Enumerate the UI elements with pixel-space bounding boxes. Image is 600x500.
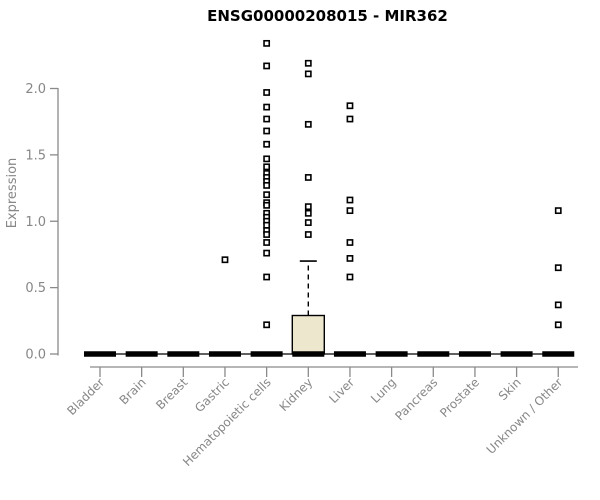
y-tick-label: 1.0	[25, 215, 46, 230]
outlier-point	[263, 89, 271, 96]
outlier-point	[346, 115, 354, 123]
outlier-point	[263, 191, 271, 199]
outlier-point	[263, 103, 271, 111]
outlier-point	[263, 273, 271, 281]
outlier-point	[346, 207, 354, 215]
outlier-point	[304, 219, 312, 226]
outlier-point	[304, 174, 312, 181]
outlier-point	[263, 39, 271, 47]
outlier-point	[304, 209, 312, 217]
outlier-point	[263, 115, 271, 123]
outlier-point	[263, 163, 271, 171]
outlier-point	[263, 140, 271, 148]
y-tick-label: 0.5	[25, 281, 46, 296]
x-category-label: Lung	[368, 375, 399, 406]
box	[291, 314, 325, 355]
outlier-point	[304, 59, 312, 67]
outlier-point	[346, 102, 354, 110]
x-category-label: Pancreas	[392, 375, 440, 423]
outlier-point	[263, 201, 271, 209]
x-category-label: Breast	[153, 375, 190, 412]
x-category-label: Bladder	[64, 375, 107, 418]
outlier-point	[346, 196, 354, 204]
outlier-point	[263, 249, 271, 257]
y-tick-label: 0.0	[25, 348, 46, 363]
outlier-point	[554, 207, 562, 215]
outlier-point	[554, 264, 562, 272]
outlier-point	[304, 231, 312, 238]
chart-title: ENSG00000208015 - MIR362	[207, 7, 448, 25]
x-category-label: Kidney	[277, 375, 316, 414]
outlier-point	[263, 62, 271, 70]
x-category-label: Gastric	[192, 375, 232, 415]
outlier-point	[304, 203, 312, 211]
x-category-label: Brain	[117, 375, 149, 407]
y-tick-label: 1.5	[25, 148, 46, 163]
x-category-label: Prostate	[437, 375, 482, 420]
outlier-point	[263, 155, 271, 163]
x-category-label: Liver	[326, 375, 357, 406]
outlier-point	[263, 231, 271, 238]
x-category-label: Skin	[496, 375, 524, 403]
outlier-point	[263, 239, 271, 246]
outlier-point	[221, 256, 229, 264]
outlier-point	[346, 273, 354, 281]
x-category-label: Unknown / Other	[484, 375, 566, 457]
outlier-point	[346, 255, 354, 262]
outlier-point	[554, 301, 562, 309]
outlier-point	[263, 221, 271, 229]
outlier-point	[263, 182, 271, 189]
outlier-point	[304, 70, 312, 78]
outlier-point	[554, 321, 562, 329]
outlier-point	[263, 127, 271, 135]
y-tick-label: 2.0	[25, 82, 46, 97]
outlier-point	[304, 120, 312, 128]
outlier-point	[346, 239, 354, 246]
outlier-point	[263, 321, 271, 329]
